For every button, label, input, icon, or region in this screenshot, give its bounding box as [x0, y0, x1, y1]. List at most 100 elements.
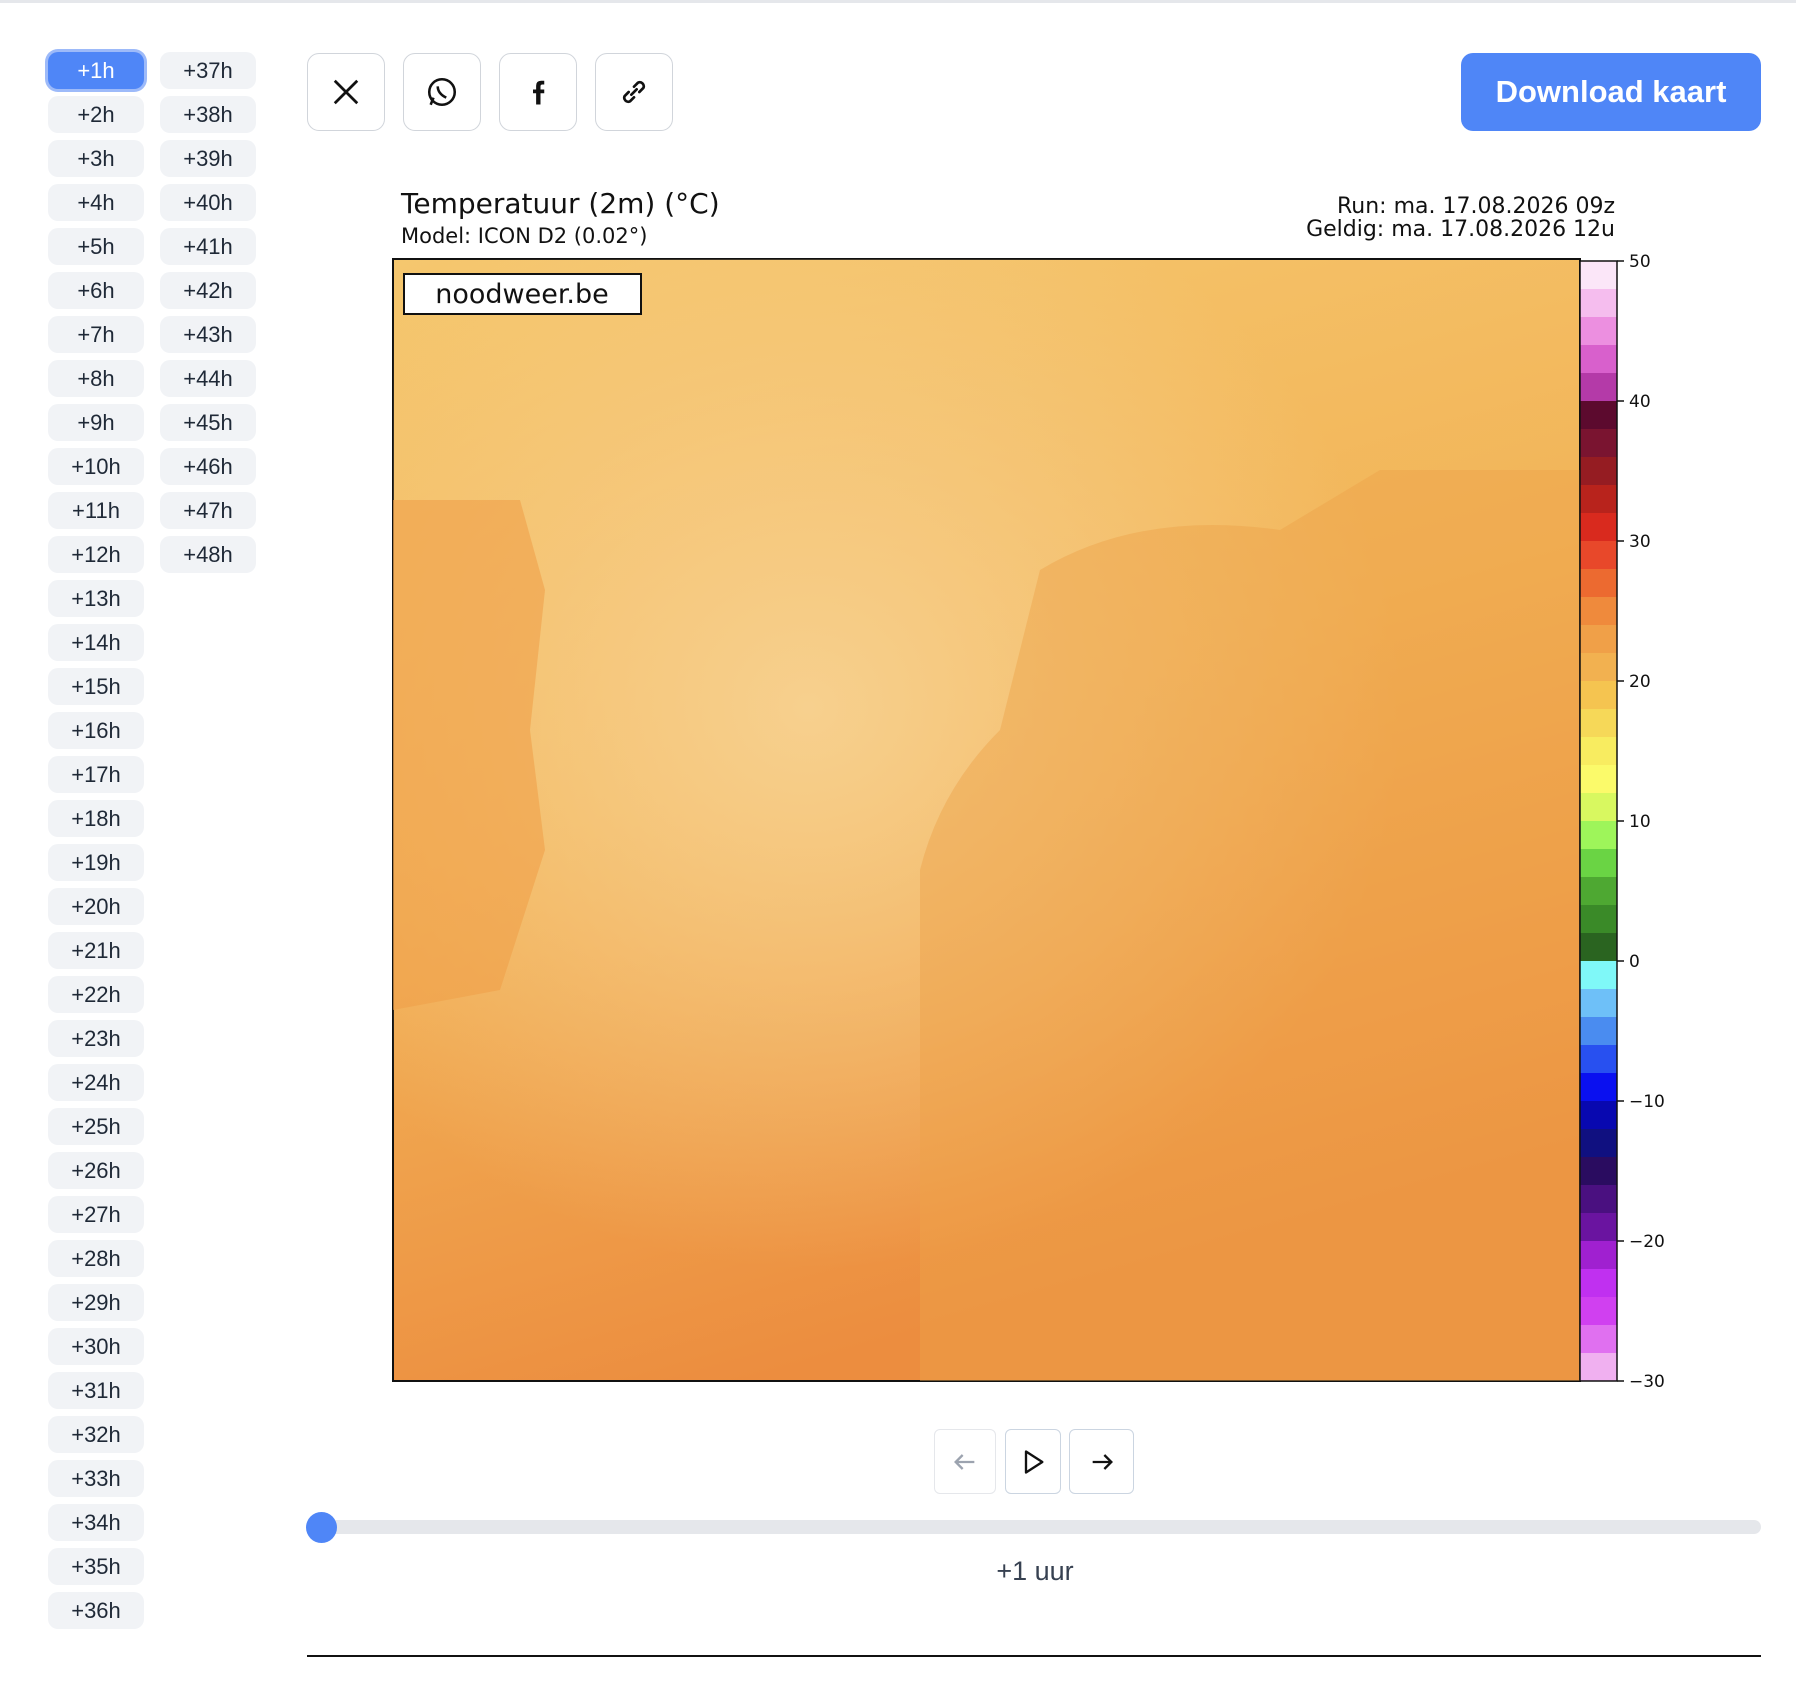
hour-button[interactable]: +5h	[48, 228, 144, 265]
hour-button[interactable]: +8h	[48, 360, 144, 397]
hour-button[interactable]: +7h	[48, 316, 144, 353]
prev-button[interactable]	[934, 1429, 996, 1494]
hour-button[interactable]: +34h	[48, 1504, 144, 1541]
hour-button[interactable]: +18h	[48, 800, 144, 837]
hour-button[interactable]: +26h	[48, 1152, 144, 1189]
hour-button[interactable]: +40h	[160, 184, 256, 221]
hour-button[interactable]: +41h	[160, 228, 256, 265]
hour-button[interactable]: +37h	[160, 52, 256, 89]
colorbar-segment	[1580, 933, 1617, 962]
hour-button[interactable]: +15h	[48, 668, 144, 705]
colorbar-tick-label: −20	[1629, 1232, 1665, 1252]
colorbar-segment	[1580, 709, 1617, 738]
hour-button[interactable]: +31h	[48, 1372, 144, 1409]
hour-button[interactable]: +4h	[48, 184, 144, 221]
hour-button[interactable]: +17h	[48, 756, 144, 793]
hour-button[interactable]: +10h	[48, 448, 144, 485]
hour-button[interactable]: +3h	[48, 140, 144, 177]
weather-map: noodweer.be Temperatuur (2m) (°C) Model:…	[392, 187, 1665, 1392]
hour-button[interactable]: +32h	[48, 1416, 144, 1453]
hour-button[interactable]: +48h	[160, 536, 256, 573]
hour-button[interactable]: +22h	[48, 976, 144, 1013]
colorbar-segment	[1580, 849, 1617, 878]
colorbar-segment	[1580, 821, 1617, 850]
hour-button[interactable]: +14h	[48, 624, 144, 661]
colorbar-tick-label: 50	[1629, 252, 1651, 272]
colorbar-segment	[1580, 1353, 1617, 1382]
hour-button[interactable]: +20h	[48, 888, 144, 925]
hour-button[interactable]: +45h	[160, 404, 256, 441]
hour-button[interactable]: +35h	[48, 1548, 144, 1585]
colorbar-segment	[1580, 737, 1617, 766]
hour-button[interactable]: +44h	[160, 360, 256, 397]
link-icon	[622, 80, 646, 104]
colorbar-segment	[1580, 373, 1617, 402]
colorbar-segment	[1580, 1297, 1617, 1326]
hour-button[interactable]: +12h	[48, 536, 144, 573]
download-button[interactable]: Download kaart	[1461, 53, 1761, 131]
hour-button[interactable]: +46h	[160, 448, 256, 485]
hour-button[interactable]: +6h	[48, 272, 144, 309]
map-subtitle: Model: ICON D2 (0.02°)	[401, 224, 647, 248]
hour-button[interactable]: +21h	[48, 932, 144, 969]
colorbar-tick-label: 30	[1629, 532, 1651, 552]
colorbar-segment	[1580, 653, 1617, 682]
colorbar-segment	[1580, 485, 1617, 514]
hour-button[interactable]: +24h	[48, 1064, 144, 1101]
arrow-right	[1092, 1453, 1113, 1470]
hour-button[interactable]: +23h	[48, 1020, 144, 1057]
hour-button[interactable]: +43h	[160, 316, 256, 353]
mainland	[920, 470, 1580, 1381]
slider-track[interactable]	[307, 1520, 1761, 1534]
colorbar-segment	[1580, 877, 1617, 906]
hour-button[interactable]: +2h	[48, 96, 144, 133]
colorbar-tick-label: 40	[1629, 392, 1651, 412]
whatsapp-icon	[427, 77, 457, 107]
share-whatsapp[interactable]	[403, 53, 481, 131]
colorbar: 50 40 30 20 10 0 −10 −20 −30	[1579, 252, 1665, 1392]
hour-button[interactable]: +9h	[48, 404, 144, 441]
share-link[interactable]	[595, 53, 673, 131]
colorbar-segment	[1580, 1325, 1617, 1354]
colorbar-tick-label: 10	[1629, 812, 1651, 832]
colorbar-tick-label: −10	[1629, 1092, 1665, 1112]
hour-button[interactable]: +42h	[160, 272, 256, 309]
divider	[307, 1655, 1761, 1657]
colorbar-segment	[1580, 1017, 1617, 1046]
colorbar-segment	[1580, 1129, 1617, 1158]
watermark-box	[403, 273, 642, 315]
hour-button[interactable]: +16h	[48, 712, 144, 749]
hour-button[interactable]: +29h	[48, 1284, 144, 1321]
colorbar-segment	[1580, 345, 1617, 374]
colorbar-tick-label: 0	[1629, 952, 1640, 972]
map-run: Run: ma. 17.08.2026 09z	[1337, 194, 1615, 219]
hour-button[interactable]: +11h	[48, 492, 144, 529]
share-x[interactable]	[307, 53, 385, 131]
colorbar-segment	[1580, 681, 1617, 710]
hour-button[interactable]: +38h	[160, 96, 256, 133]
next-button[interactable]	[1069, 1429, 1134, 1494]
share-facebook[interactable]	[499, 53, 577, 131]
colorbar-segment	[1580, 961, 1617, 990]
hour-button[interactable]: +33h	[48, 1460, 144, 1497]
colorbar-segment	[1580, 1101, 1617, 1130]
hour-button[interactable]: +19h	[48, 844, 144, 881]
hour-button[interactable]: +28h	[48, 1240, 144, 1277]
colorbar-segment	[1580, 569, 1617, 598]
map-valid: Geldig: ma. 17.08.2026 12u	[1306, 217, 1615, 242]
slider-thumb[interactable]	[306, 1512, 337, 1543]
hour-button[interactable]: +36h	[48, 1592, 144, 1629]
hour-button[interactable]: +47h	[160, 492, 256, 529]
hour-button[interactable]: +25h	[48, 1108, 144, 1145]
hour-button[interactable]: +1h	[48, 52, 144, 89]
hour-button[interactable]: +27h	[48, 1196, 144, 1233]
hour-button[interactable]: +39h	[160, 140, 256, 177]
colorbar-segment	[1580, 1269, 1617, 1298]
play-button[interactable]	[1005, 1429, 1061, 1494]
colorbar-segment	[1580, 457, 1617, 486]
colorbar-segment	[1580, 1185, 1617, 1214]
colorbar-segment	[1580, 765, 1617, 794]
hour-button[interactable]: +30h	[48, 1328, 144, 1365]
colorbar-segment	[1580, 597, 1617, 626]
hour-button[interactable]: +13h	[48, 580, 144, 617]
